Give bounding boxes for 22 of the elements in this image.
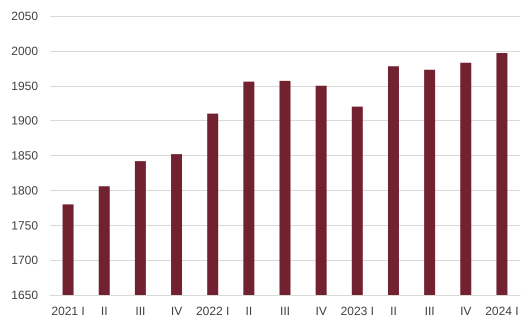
y-tick-label: 1750 <box>11 218 38 232</box>
x-tick-label: II <box>246 304 252 318</box>
x-tick-label: IV <box>170 304 182 318</box>
x-tick-label: III <box>280 304 290 318</box>
x-tick-label: III <box>135 304 146 318</box>
x-tick-label: 2021 I <box>51 304 85 318</box>
y-tick-label: 1800 <box>11 183 38 198</box>
x-tick-label: III <box>424 304 435 318</box>
x-tick-label: 2022 I <box>196 304 230 318</box>
y-tick-label: 1700 <box>11 253 38 268</box>
x-tick-label: 2023 I <box>340 304 374 318</box>
y-tick-label: 2000 <box>11 44 38 58</box>
y-tick-label: 1950 <box>11 78 38 93</box>
y-tick-label: 1900 <box>11 114 38 128</box>
x-tick-label: 2024 I <box>485 304 519 318</box>
x-tick-label: IV <box>460 304 472 318</box>
y-tick-label: 2050 <box>11 9 38 23</box>
x-tick-label: II <box>100 304 108 318</box>
x-tick-label: IV <box>315 304 327 318</box>
y-tick-label: 1650 <box>11 288 38 302</box>
x-tick-label: II <box>390 304 397 318</box>
y-tick-label: 1850 <box>11 148 38 162</box>
